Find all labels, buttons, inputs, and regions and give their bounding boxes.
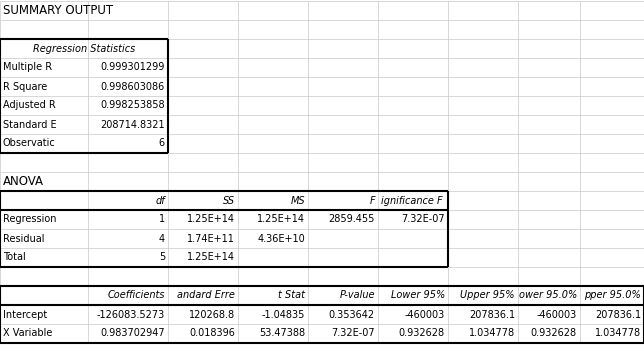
Text: Lower 95%: Lower 95% — [391, 290, 445, 300]
Text: 53.47388: 53.47388 — [259, 328, 305, 339]
Text: SUMMARY OUTPUT: SUMMARY OUTPUT — [3, 4, 113, 17]
Text: Upper 95%: Upper 95% — [460, 290, 515, 300]
Text: Adjusted R: Adjusted R — [3, 100, 56, 110]
Text: -1.04835: -1.04835 — [261, 310, 305, 320]
Text: 120268.8: 120268.8 — [189, 310, 235, 320]
Text: t Stat: t Stat — [278, 290, 305, 300]
Text: SS: SS — [223, 196, 235, 206]
Text: 5: 5 — [159, 252, 165, 262]
Text: Residual: Residual — [3, 234, 44, 244]
Text: Multiple R: Multiple R — [3, 62, 52, 72]
Text: P-value: P-value — [339, 290, 375, 300]
Text: 0.018396: 0.018396 — [189, 328, 235, 339]
Text: -460003: -460003 — [404, 310, 445, 320]
Text: Observatic: Observatic — [3, 138, 56, 148]
Text: Intercept: Intercept — [3, 310, 47, 320]
Text: 1.74E+11: 1.74E+11 — [187, 234, 235, 244]
Text: 2859.455: 2859.455 — [328, 214, 375, 224]
Text: F: F — [370, 196, 375, 206]
Text: Regression Statistics: Regression Statistics — [33, 44, 135, 54]
Text: 1.25E+14: 1.25E+14 — [187, 214, 235, 224]
Text: 0.999301299: 0.999301299 — [100, 62, 165, 72]
Text: 1.25E+14: 1.25E+14 — [257, 214, 305, 224]
Text: 208714.8321: 208714.8321 — [100, 120, 165, 130]
Text: 0.932628: 0.932628 — [399, 328, 445, 339]
Text: 0.998253858: 0.998253858 — [100, 100, 165, 110]
Text: 0.932628: 0.932628 — [531, 328, 577, 339]
Text: 0.353642: 0.353642 — [329, 310, 375, 320]
Text: 7.32E-07: 7.32E-07 — [401, 214, 445, 224]
Text: 6: 6 — [159, 138, 165, 148]
Text: R Square: R Square — [3, 82, 47, 92]
Text: 207836.1: 207836.1 — [595, 310, 641, 320]
Text: pper 95.0%: pper 95.0% — [584, 290, 641, 300]
Text: 4.36E+10: 4.36E+10 — [257, 234, 305, 244]
Text: df: df — [155, 196, 165, 206]
Text: andard Errе: andard Errе — [177, 290, 235, 300]
Text: 4: 4 — [159, 234, 165, 244]
Text: 207836.1: 207836.1 — [469, 310, 515, 320]
Text: Total: Total — [3, 252, 26, 262]
Text: X Variable: X Variable — [3, 328, 52, 339]
Text: -126083.5273: -126083.5273 — [97, 310, 165, 320]
Text: 7.32E-07: 7.32E-07 — [332, 328, 375, 339]
Text: 0.983702947: 0.983702947 — [100, 328, 165, 339]
Text: ANOVA: ANOVA — [3, 175, 44, 188]
Text: 0.998603086: 0.998603086 — [100, 82, 165, 92]
Text: 1.034778: 1.034778 — [469, 328, 515, 339]
Text: Standard E: Standard E — [3, 120, 57, 130]
Text: 1.25E+14: 1.25E+14 — [187, 252, 235, 262]
Text: 1.034778: 1.034778 — [595, 328, 641, 339]
Text: -460003: -460003 — [536, 310, 577, 320]
Text: Regression: Regression — [3, 214, 57, 224]
Text: Coefficients: Coefficients — [108, 290, 165, 300]
Text: MS: MS — [290, 196, 305, 206]
Text: ignificance F: ignificance F — [381, 196, 442, 206]
Text: ower 95.0%: ower 95.0% — [519, 290, 577, 300]
Text: 1: 1 — [159, 214, 165, 224]
